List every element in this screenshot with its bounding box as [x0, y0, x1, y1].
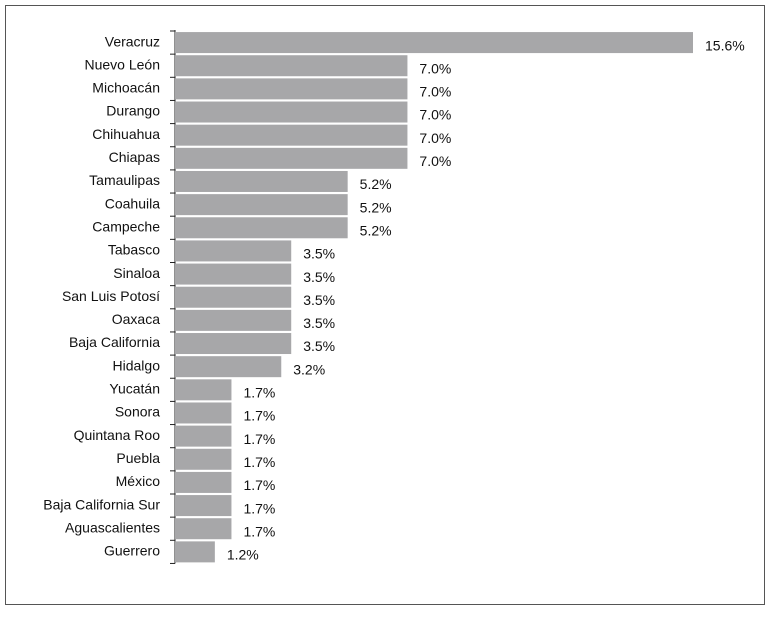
category-label: Campeche [92, 218, 160, 234]
bar [175, 541, 215, 563]
bar [175, 147, 408, 169]
bar [175, 78, 408, 100]
value-label: 1.7% [243, 385, 275, 401]
value-label: 15.6% [705, 37, 745, 53]
bar [175, 425, 232, 447]
category-label: Hidalgo [113, 357, 161, 373]
category-label: Veracruz [105, 33, 160, 49]
value-label: 7.0% [419, 84, 451, 100]
value-label: 1.7% [243, 523, 275, 539]
category-label: Baja California Sur [43, 496, 160, 512]
value-label: 7.0% [419, 107, 451, 123]
bar [175, 32, 693, 54]
bar [175, 55, 408, 77]
category-label: Sinaloa [113, 265, 160, 281]
bar [175, 471, 232, 493]
bar [175, 194, 348, 216]
category-label: Tabasco [108, 242, 160, 258]
value-label: 1.7% [243, 454, 275, 470]
bar [175, 286, 292, 308]
bar [175, 495, 232, 517]
value-label: 5.2% [360, 176, 392, 192]
category-label: San Luis Potosí [62, 288, 160, 304]
category-label: Durango [106, 103, 160, 119]
category-label: Michoacán [92, 80, 160, 96]
category-label: Sonora [115, 404, 160, 420]
value-label: 1.2% [227, 547, 259, 563]
value-label: 3.5% [303, 338, 335, 354]
bar [175, 263, 292, 285]
value-label: 5.2% [360, 222, 392, 238]
category-label: Chihuahua [92, 126, 160, 142]
value-label: 7.0% [419, 153, 451, 169]
category-label: México [116, 473, 161, 489]
value-label: 7.0% [419, 130, 451, 146]
bar [175, 101, 408, 123]
category-label: Guerrero [104, 543, 160, 559]
bar [175, 217, 348, 239]
category-label: Aguascalientes [65, 519, 160, 535]
value-label: 1.7% [243, 408, 275, 424]
value-label: 3.5% [303, 269, 335, 285]
category-label: Oaxaca [112, 311, 160, 327]
bar [175, 379, 232, 401]
value-label: 3.2% [293, 361, 325, 377]
category-label: Nuevo León [84, 56, 160, 72]
bar [175, 124, 408, 146]
bar [175, 402, 232, 424]
value-label: 3.5% [303, 315, 335, 331]
bar [175, 333, 292, 355]
bar [175, 518, 232, 540]
bar [175, 170, 348, 192]
value-label: 3.5% [303, 246, 335, 262]
category-label: Coahuila [105, 195, 160, 211]
category-label: Tamaulipas [89, 172, 160, 188]
value-label: 3.5% [303, 292, 335, 308]
category-label: Baja California [69, 334, 160, 350]
value-label: 1.7% [243, 500, 275, 516]
category-label: Quintana Roo [74, 427, 161, 443]
value-label: 1.7% [243, 431, 275, 447]
value-label: 7.0% [419, 60, 451, 76]
category-label: Puebla [116, 450, 160, 466]
value-label: 1.7% [243, 477, 275, 493]
category-label: Chiapas [109, 149, 160, 165]
frame [5, 5, 765, 605]
bar [175, 240, 292, 262]
bar [175, 309, 292, 331]
bar [175, 356, 282, 378]
bar [175, 448, 232, 470]
category-label: Yucatán [109, 381, 160, 397]
value-label: 5.2% [360, 199, 392, 215]
